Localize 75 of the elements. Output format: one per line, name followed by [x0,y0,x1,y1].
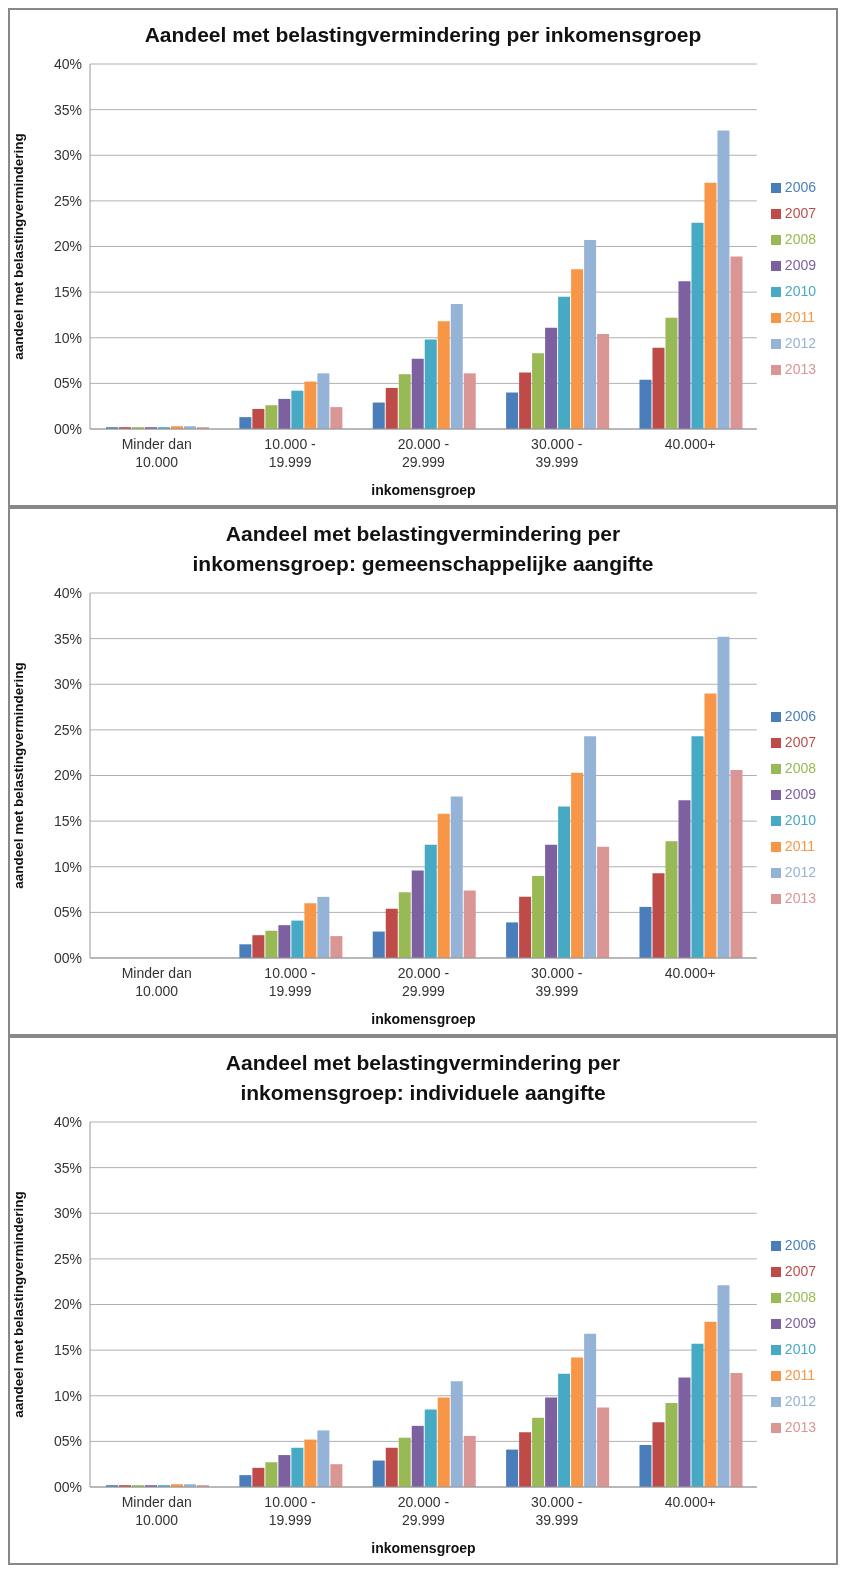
legend-label: 2008 [784,1288,816,1305]
y-tick-label: 25% [53,721,82,738]
y-axis-title: aandeel met belastingvermindering [10,133,26,360]
legend-label: 2008 [784,759,816,776]
y-tick-label: 15% [53,813,82,830]
x-axis-title: inkomensgroep [371,1011,476,1027]
x-tick-label: 40.000+ [664,965,716,981]
chart-title: Aandeel met belastingvermindering per inkomensgroep: individuele aangifte [224,1050,622,1106]
legend-label: 2006 [784,178,816,195]
legend-label: 2010 [784,811,816,828]
legend-label: 2006 [784,1236,816,1253]
y-tick-label: 30% [53,147,82,164]
legend-label: 2009 [784,256,816,273]
x-tick-label: Minder dan 10.000 [121,1494,192,1528]
y-tick-label: 40% [53,584,82,601]
y-axis-title: aandeel met belastingvermindering [10,1191,26,1418]
legend-label: 2013 [784,360,816,377]
legend-label: 2007 [784,204,816,221]
y-tick-label: 05% [53,1433,82,1450]
x-tick-label: 40.000+ [664,436,716,452]
x-tick-label: 30.000 - 39.999 [531,436,583,470]
y-tick-label: 00% [53,420,82,437]
legend-label: 2011 [784,308,815,325]
y-tick-label: 30% [53,1205,82,1222]
y-tick-label: 05% [53,904,82,921]
y-tick-label: 20% [53,1296,82,1313]
x-tick-label: Minder dan 10.000 [121,965,192,999]
y-tick-label: 35% [53,1159,82,1176]
legend-label: 2012 [784,863,816,880]
legend-label: 2010 [784,282,816,299]
legend-label: 2007 [784,1262,816,1279]
x-tick-label: 40.000+ [664,1494,716,1510]
x-tick-label: 10.000 - 19.999 [264,965,317,999]
y-tick-label: 25% [53,1250,82,1267]
x-tick-label: 20.000 - 29.999 [397,965,450,999]
legend-label: 2012 [784,1392,816,1409]
y-tick-label: 15% [53,1342,82,1359]
y-tick-label: 20% [53,238,82,255]
legend-label: 2012 [784,334,816,351]
legend-label: 2013 [784,1418,816,1435]
x-tick-label: Minder dan 10.000 [121,436,192,470]
y-axis-title: aandeel met belastingvermindering [10,662,26,889]
y-tick-label: 25% [53,192,82,209]
y-tick-label: 35% [53,101,82,118]
y-tick-label: 40% [53,55,82,72]
legend-label: 2007 [784,733,816,750]
x-axis-title: inkomensgroep [371,1540,476,1556]
y-tick-label: 00% [53,1478,82,1495]
x-tick-label: 30.000 - 39.999 [531,1494,583,1528]
chart-title: Aandeel met belastingvermindering per inkomensgroep: gemeenschappelijke aangifte [191,521,655,577]
y-tick-label: 10% [53,329,82,346]
legend-label: 2009 [784,785,816,802]
x-tick-label: 10.000 - 19.999 [264,1494,317,1528]
legend-label: 2011 [784,1366,815,1383]
y-tick-label: 10% [53,1387,82,1404]
y-tick-label: 15% [53,284,82,301]
legend-label: 2013 [784,889,816,906]
x-tick-label: 20.000 - 29.999 [397,436,450,470]
legend-label: 2008 [784,230,816,247]
y-tick-label: 10% [53,858,82,875]
legend-label: 2011 [784,837,815,854]
chart-title: Aandeel met belastingvermindering per inkomensgroep [143,22,703,48]
y-tick-label: 35% [53,630,82,647]
y-tick-label: 40% [53,1113,82,1130]
x-tick-label: 10.000 - 19.999 [264,436,317,470]
y-tick-label: 20% [53,767,82,784]
y-tick-label: 30% [53,676,82,693]
x-tick-label: 30.000 - 39.999 [531,965,583,999]
x-axis-title: inkomensgroep [371,482,476,498]
legend-label: 2006 [784,707,816,724]
y-tick-label: 05% [53,375,82,392]
y-tick-label: 00% [53,949,82,966]
legend-label: 2009 [784,1314,816,1331]
legend-label: 2010 [784,1340,816,1357]
x-tick-label: 20.000 - 29.999 [397,1494,450,1528]
